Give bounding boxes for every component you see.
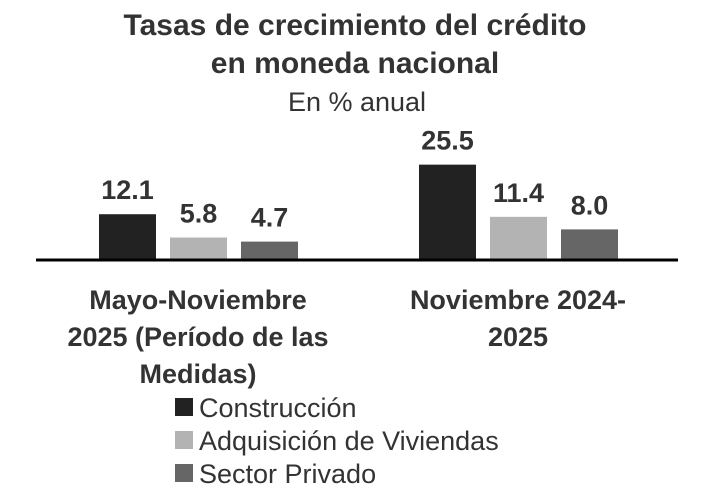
chart-subtitle: En % anual	[288, 87, 426, 117]
bar-3-cat-2	[561, 229, 618, 259]
bars-group	[99, 164, 618, 259]
category-label-2-line-1: Noviembre 2024-	[410, 285, 626, 315]
category-label-1-line-3: Medidas)	[139, 359, 256, 389]
bar-labels-group: 12.1 5.8 4.7 25.5 11.4 8.0	[101, 126, 608, 233]
data-label-1-cat-2: 25.5	[421, 126, 474, 156]
legend-label-1: Construcción	[199, 393, 357, 423]
category-label-1-line-2: 2025 (Período de las	[67, 322, 328, 352]
data-label-3-cat-1: 4.7	[251, 203, 289, 233]
category-label-2-line-2: 2025	[488, 322, 548, 352]
bar-1-cat-1	[99, 214, 156, 259]
bar-1-cat-2	[419, 164, 476, 259]
bar-2-cat-1	[170, 237, 227, 259]
legend-swatch-1	[175, 398, 193, 416]
category-label-1-line-1: Mayo-Noviembre	[89, 285, 307, 315]
data-label-2-cat-1: 5.8	[180, 199, 218, 229]
bar-2-cat-2	[490, 216, 547, 259]
legend-swatch-3	[175, 464, 193, 482]
legend-label-3: Sector Privado	[199, 459, 376, 489]
chart-title-line-2: en moneda nacional	[211, 47, 499, 80]
data-label-3-cat-2: 8.0	[571, 190, 609, 220]
data-label-1-cat-1: 12.1	[101, 175, 154, 205]
legend-swatch-2	[175, 431, 193, 449]
bar-3-cat-1	[241, 241, 298, 259]
data-label-2-cat-2: 11.4	[493, 178, 544, 208]
category-labels-group: Mayo-Noviembre 2025 (Período de las Medida…	[67, 285, 626, 389]
legend-label-2: Adquisición de Viviendas	[199, 426, 499, 456]
chart-title-line-1: Tasas de crecimiento del crédito	[124, 9, 587, 42]
